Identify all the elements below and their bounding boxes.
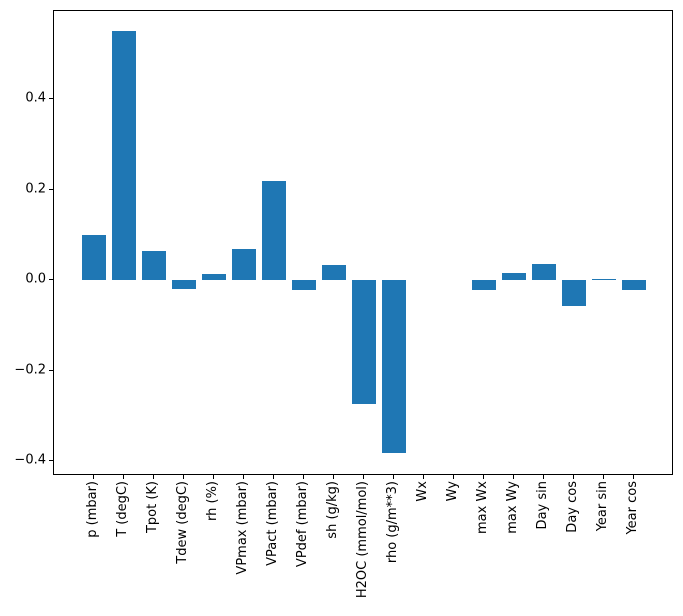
plot-area — [53, 10, 673, 475]
x-tick-mark — [363, 475, 364, 479]
x-tick-label-Wy: Wy — [445, 481, 461, 502]
x-tick-mark — [602, 475, 604, 479]
bar-rh (%) — [202, 274, 227, 281]
y-tick-mark — [49, 279, 53, 281]
bar-p (mbar) — [82, 234, 107, 281]
x-tick-mark — [183, 475, 185, 479]
x-tick-mark — [392, 475, 394, 479]
bar-sh (g/kg) — [322, 265, 346, 281]
x-tick-label-Day sin: Day sin — [535, 481, 551, 530]
y-tick-mark — [49, 97, 53, 99]
x-tick-mark — [542, 475, 544, 479]
y-tick-mark — [49, 369, 53, 371]
x-tick-mark — [333, 475, 335, 479]
x-tick-mark — [153, 475, 155, 479]
x-tick-label-Day cos: Day cos — [565, 481, 581, 533]
x-tick-mark — [243, 475, 245, 479]
x-tick-mark — [93, 475, 95, 479]
x-tick-mark — [422, 475, 424, 479]
x-tick-mark — [213, 475, 215, 479]
y-tick-mark — [49, 460, 53, 462]
x-tick-label-sh (g/kg): sh (g/kg) — [325, 481, 341, 539]
bar-VPmax (mbar) — [232, 249, 257, 281]
x-tick-label-VPmax (mbar): VPmax (mbar) — [235, 481, 251, 575]
y-tick-label: −0.4 — [14, 452, 46, 468]
bar-H2OC (mmol/mol) — [352, 280, 376, 405]
x-tick-label-VPact (mbar): VPact (mbar) — [265, 481, 281, 566]
bar-VPdef (mbar) — [292, 280, 317, 290]
x-tick-label-Tdew (degC): Tdew (degC) — [175, 481, 191, 564]
bar-Year sin — [591, 278, 616, 281]
y-tick-label: −0.2 — [14, 362, 46, 378]
x-tick-label-max Wy: max Wy — [505, 481, 521, 534]
bar-Tdew (degC) — [172, 280, 197, 290]
bar-max Wy — [501, 272, 526, 281]
bar-Tpot (K) — [142, 251, 167, 281]
x-tick-mark — [303, 475, 305, 479]
x-tick-label-VPdef (mbar): VPdef (mbar) — [295, 481, 311, 568]
bar-Day sin — [531, 264, 556, 281]
x-tick-mark — [572, 475, 574, 479]
x-tick-label-rh (%): rh (%) — [205, 481, 221, 521]
x-tick-label-max Wx: max Wx — [475, 481, 491, 535]
y-tick-label: 0.4 — [25, 90, 46, 106]
x-tick-label-rho (g/m**3): rho (g/m**3) — [385, 481, 401, 564]
x-tick-mark — [452, 475, 454, 479]
bar-rho (g/m**3) — [381, 280, 406, 454]
bar-VPact (mbar) — [262, 180, 287, 281]
bar-Day cos — [561, 280, 586, 307]
x-tick-mark — [273, 475, 275, 479]
x-tick-label-Year sin: Year sin — [595, 481, 611, 532]
x-tick-label-p (mbar): p (mbar) — [85, 481, 101, 538]
x-tick-mark — [123, 475, 125, 479]
y-tick-mark — [49, 188, 53, 190]
y-tick-label: 0.0 — [25, 271, 46, 287]
x-tick-mark — [482, 475, 484, 479]
x-tick-label-Tpot (K): Tpot (K) — [145, 481, 161, 534]
x-tick-label-T (degC): T (degC) — [115, 481, 131, 537]
bar-Year cos — [621, 280, 646, 290]
x-tick-label-Wx: Wx — [415, 481, 431, 502]
x-tick-mark — [512, 475, 514, 479]
y-tick-label: 0.2 — [25, 181, 46, 197]
bar-T (degC) — [112, 30, 137, 281]
bar-max Wx — [471, 280, 496, 290]
x-tick-label-H2OC (mmol/mol): H2OC (mmol/mol) — [355, 481, 371, 599]
x-tick-mark — [632, 475, 634, 479]
x-tick-label-Year cos: Year cos — [625, 481, 641, 535]
